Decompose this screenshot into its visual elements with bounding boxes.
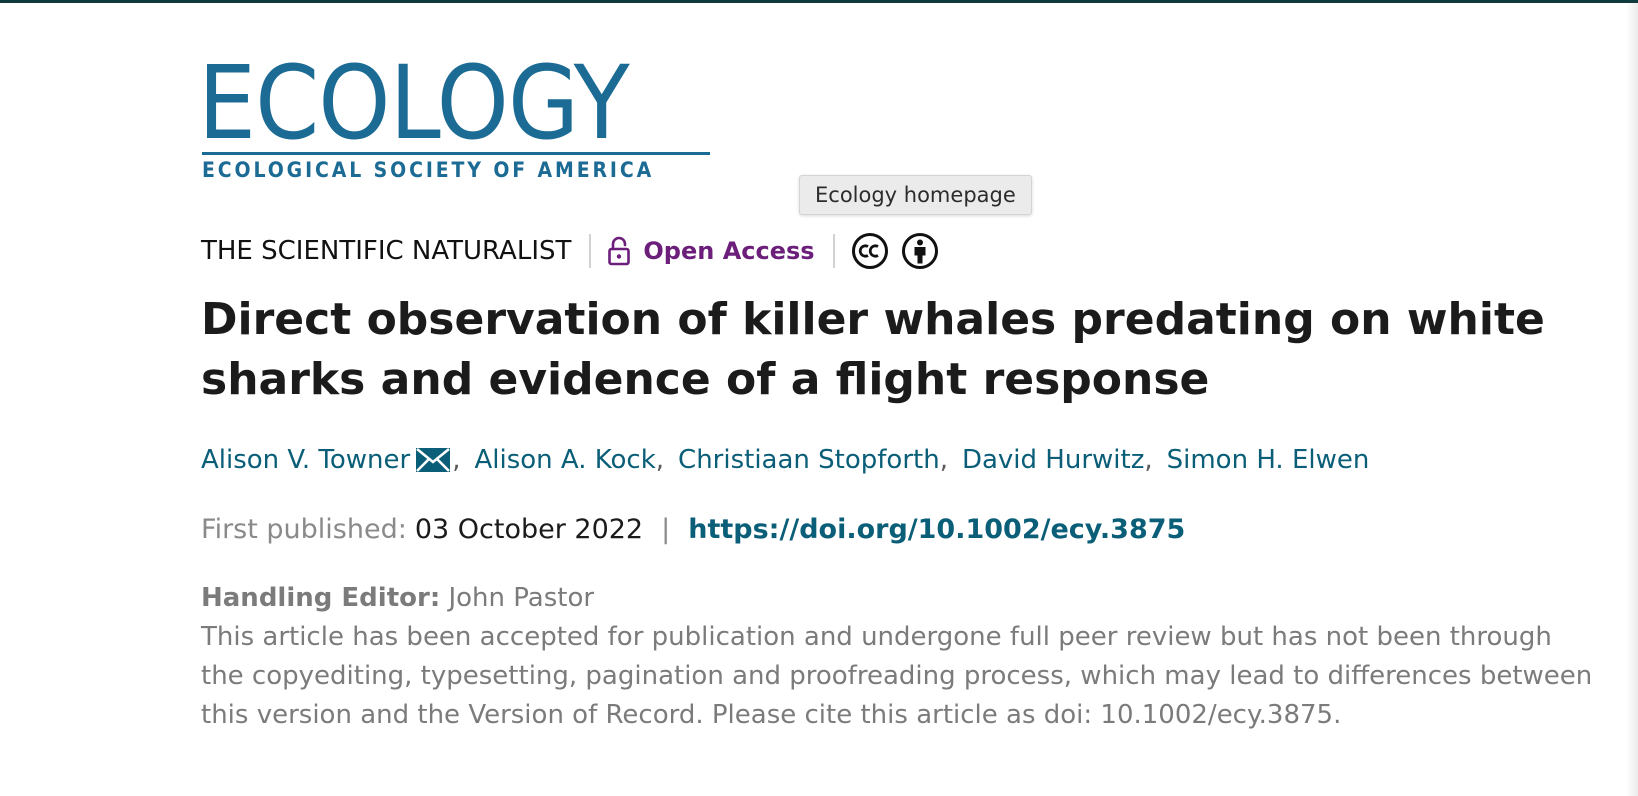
open-access-label[interactable]: Open Access xyxy=(643,237,815,265)
article-title: Direct observation of killer whales pred… xyxy=(201,294,1545,405)
cc-icon[interactable] xyxy=(851,232,889,270)
meta-divider xyxy=(589,234,592,268)
homepage-tooltip: Ecology homepage xyxy=(799,175,1032,215)
author-link[interactable]: David Hurwitz xyxy=(961,445,1145,475)
by-icon[interactable] xyxy=(901,232,939,270)
author-separator: , xyxy=(452,445,461,475)
open-lock-icon xyxy=(608,236,631,266)
author-link[interactable]: Christiaan Stopforth xyxy=(678,445,940,475)
journal-logo[interactable]: ECOLOGY ECOLOGICAL SOCIETY OF AMERICA xyxy=(198,44,714,186)
page-edge-shadow xyxy=(1626,3,1638,796)
logo-divider xyxy=(202,152,710,155)
first-published-date: 03 October 2022 xyxy=(414,514,644,545)
pub-divider: | xyxy=(661,514,671,545)
logo-wordmark: ECOLOGY xyxy=(198,44,630,163)
accepted-article-notice: This article has been accepted for publi… xyxy=(201,622,1593,730)
article-section-label: THE SCIENTIFIC NATURALIST xyxy=(201,236,572,266)
doi-link[interactable]: https://doi.org/10.1002/ecy.3875 xyxy=(688,514,1186,545)
handling-editor: Handling Editor: John Pastor xyxy=(201,579,594,617)
publication-info: First published: 03 October 2022 | https… xyxy=(201,510,1185,550)
handling-editor-name: John Pastor xyxy=(448,583,595,613)
author-link[interactable]: Simon H. Elwen xyxy=(1166,445,1370,475)
envelope-icon[interactable] xyxy=(416,447,451,473)
top-border xyxy=(0,0,1638,3)
article-meta-row: THE SCIENTIFIC NATURALIST Open Access xyxy=(201,226,939,276)
author-list: Alison V. Towner , Alison A. Kock , Chri… xyxy=(201,440,1369,480)
handling-editor-label: Handling Editor: xyxy=(201,583,441,613)
author-link[interactable]: Alison V. Towner xyxy=(201,445,411,475)
author-separator: , xyxy=(655,445,665,475)
author-link[interactable]: Alison A. Kock xyxy=(474,445,656,475)
author-separator: , xyxy=(1144,445,1153,475)
logo-society-name: ECOLOGICAL SOCIETY OF AMERICA xyxy=(202,158,655,182)
first-published-label: First published: xyxy=(201,514,407,545)
author-separator: , xyxy=(939,445,948,475)
meta-divider xyxy=(832,234,835,268)
